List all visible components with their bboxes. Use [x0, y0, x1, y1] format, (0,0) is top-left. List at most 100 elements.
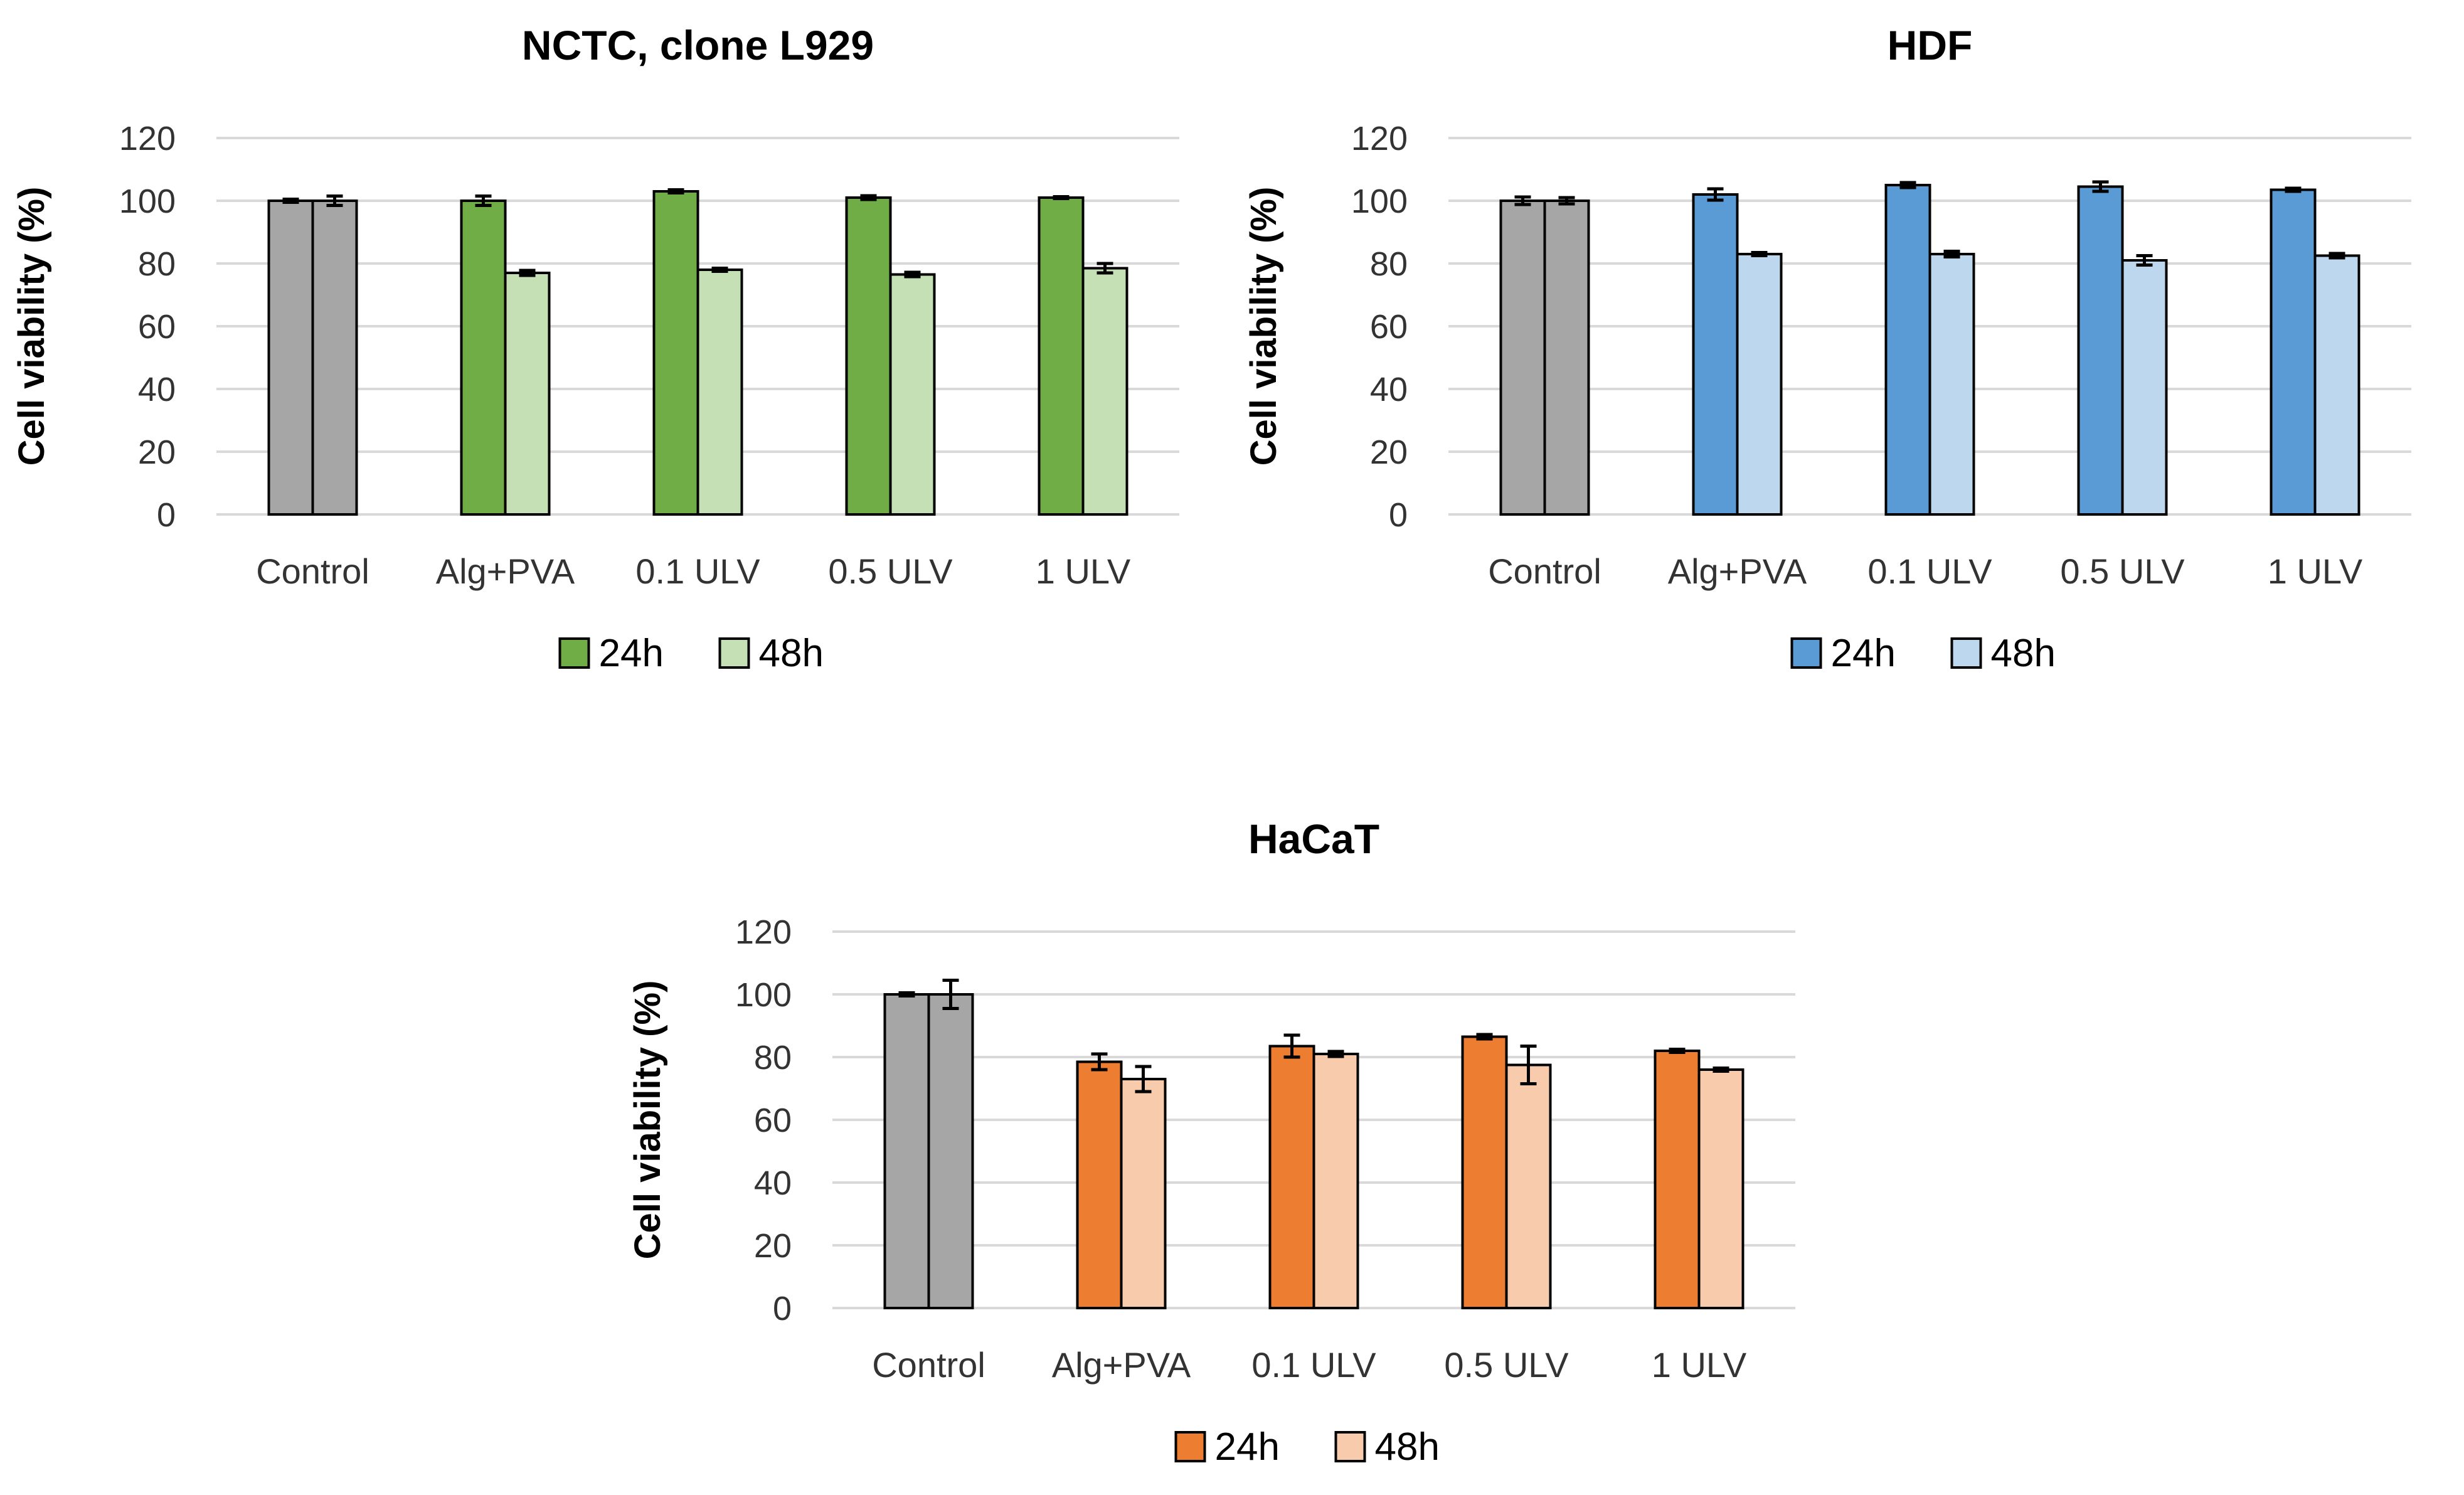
error-bar: [1327, 1050, 1344, 1058]
bar-24h-1-ulv: [2270, 188, 2317, 516]
error-bar: [1135, 1065, 1152, 1093]
error-bar: [1476, 1033, 1493, 1041]
legend-swatch: [1950, 637, 1982, 669]
bar-48h-0-5-ulv: [889, 273, 936, 516]
bar-48h-1-ulv: [2313, 254, 2360, 516]
error-bar: [1669, 1048, 1686, 1054]
y-tick-label: 0: [157, 496, 176, 534]
legend-label: 24h: [1215, 1425, 1280, 1469]
bar-48h-0-5-ulv: [1505, 1063, 1552, 1309]
bar-48h-0-1-ulv: [1312, 1053, 1359, 1309]
x-tick-label: Control: [872, 1345, 985, 1385]
legend-label: 24h: [1831, 632, 1896, 675]
error-bar: [1751, 251, 1768, 257]
bar-24h-control: [1499, 200, 1546, 516]
error-bar: [326, 194, 343, 207]
bar-48h-0-5-ulv: [2121, 259, 2168, 516]
bar-24h-alg-pva: [460, 200, 507, 516]
legend-item-24h: 24h: [558, 632, 664, 675]
y-tick-label: 120: [735, 913, 792, 951]
x-tick-label: Control: [256, 551, 369, 591]
y-tick-label: 80: [1370, 245, 1408, 283]
error-bar: [475, 194, 492, 207]
error-bar: [1514, 195, 1531, 206]
bar-24h-alg-pva: [1692, 193, 1739, 516]
bar-48h-alg-pva: [504, 272, 551, 516]
y-tick-label: 120: [1351, 120, 1408, 157]
error-bar: [519, 269, 536, 277]
error-bar: [1091, 1052, 1108, 1072]
bar-24h-control: [267, 200, 314, 516]
bar-48h-alg-pva: [1736, 253, 1783, 516]
legend-item-48h: 48h: [1950, 632, 2056, 675]
error-bar: [711, 267, 728, 273]
y-tick-label: 0: [1389, 496, 1408, 534]
x-tick-label: 0.5 ULV: [828, 551, 953, 591]
bar-24h-0-1-ulv: [1884, 184, 1931, 516]
error-bar: [667, 188, 684, 194]
y-tick-label: 40: [1370, 371, 1408, 408]
x-tick-label: Alg+PVA: [1052, 1345, 1191, 1385]
chart-hdf: HDF Cell viability (%) 0 20 40 60 80 100 120 Cont…: [1243, 22, 2411, 675]
x-tick-label: 0.1 ULV: [1251, 1345, 1376, 1385]
x-tick-label: 1 ULV: [1652, 1345, 1747, 1385]
chart-title: HaCaT: [1248, 816, 1379, 862]
legend-swatch: [1790, 637, 1822, 669]
bar-48h-0-1-ulv: [696, 269, 743, 516]
error-bar: [898, 991, 915, 998]
y-tick-label: 60: [1370, 308, 1408, 346]
error-bar: [2092, 180, 2109, 193]
bar-48h-control: [1543, 200, 1590, 516]
y-tick-label: 40: [138, 371, 176, 408]
y-tick-label: 0: [773, 1290, 792, 1327]
legend-item-24h: 24h: [1790, 632, 1896, 675]
bar-48h-1-ulv: [1697, 1068, 1744, 1309]
error-bar: [942, 979, 959, 1010]
chart-title: NCTC, clone L929: [522, 22, 874, 68]
bar-24h-1-ulv: [1654, 1050, 1701, 1309]
y-tick-label: 20: [754, 1227, 792, 1265]
legend-label: 48h: [1375, 1425, 1440, 1469]
y-tick-label: 100: [1351, 183, 1408, 220]
y-axis-label: Cell viability (%): [627, 981, 668, 1260]
bar-24h-0-1-ulv: [652, 190, 699, 516]
legend-swatch: [1334, 1431, 1366, 1462]
y-tick-label: 60: [754, 1102, 792, 1139]
chart-hacat: HaCaT Cell viability (%) 0 20 40 60 80 100 120 Co…: [627, 816, 1795, 1469]
x-tick-label: 0.1 ULV: [1867, 551, 1992, 591]
legend-swatch: [1174, 1431, 1206, 1462]
legend-item-48h: 48h: [1334, 1425, 1440, 1469]
x-tick-label: 0.5 ULV: [2060, 551, 2185, 591]
error-bar: [1053, 195, 1070, 200]
y-tick-label: 100: [119, 183, 176, 220]
bar-24h-control: [883, 993, 930, 1309]
bar-24h-0-1-ulv: [1268, 1045, 1315, 1309]
error-bar: [904, 270, 921, 279]
error-bar: [1943, 250, 1960, 258]
chart-title: HDF: [1888, 22, 1973, 68]
bar-48h-control: [927, 993, 974, 1309]
y-tick-label: 40: [754, 1164, 792, 1202]
y-tick-label: 20: [138, 434, 176, 471]
error-bar: [2329, 252, 2345, 260]
legend-label: 48h: [759, 632, 824, 675]
x-tick-label: Alg+PVA: [1668, 551, 1807, 591]
bar-24h-alg-pva: [1076, 1060, 1123, 1309]
error-bar: [1707, 187, 1724, 202]
x-tick-label: Alg+PVA: [436, 551, 575, 591]
error-bar: [1713, 1067, 1729, 1073]
x-tick-label: 0.1 ULV: [635, 551, 760, 591]
y-axis-label: Cell viability (%): [1243, 187, 1284, 466]
bar-48h-control: [311, 200, 358, 516]
y-tick-label: 80: [138, 245, 176, 283]
error-bar: [282, 198, 299, 204]
bar-24h-0-5-ulv: [1461, 1035, 1508, 1309]
bar-24h-0-5-ulv: [2077, 185, 2124, 516]
legend-label: 24h: [599, 632, 664, 675]
error-bar: [2136, 254, 2153, 267]
bar-24h-1-ulv: [1038, 196, 1085, 516]
x-tick-label: 1 ULV: [2268, 551, 2363, 591]
x-tick-label: Control: [1488, 551, 1601, 591]
x-tick-label: 0.5 ULV: [1444, 1345, 1569, 1385]
legend-label: 48h: [1991, 632, 2056, 675]
